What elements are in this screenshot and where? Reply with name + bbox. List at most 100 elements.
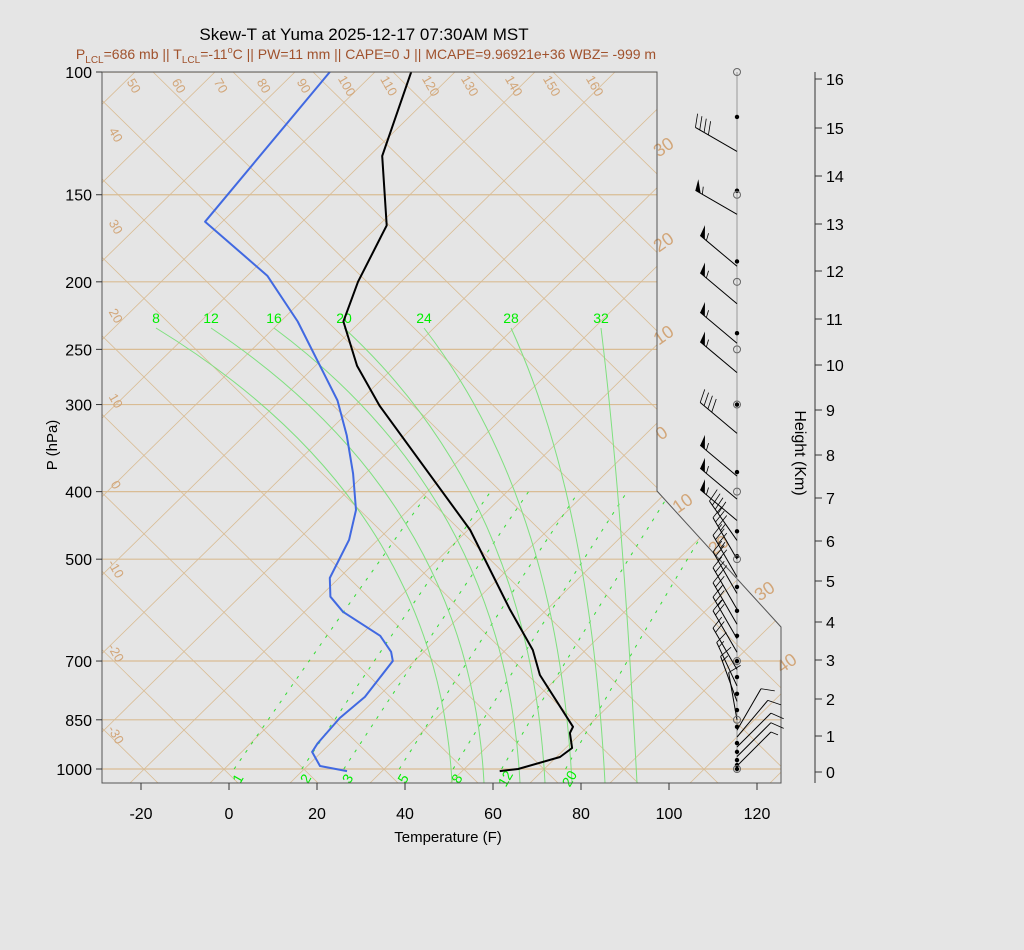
dry-adiabat-label: 160 bbox=[583, 73, 607, 99]
mixing-ratio-label: 1 bbox=[229, 771, 247, 786]
plot-frame bbox=[101, 71, 782, 784]
dry-adiabat-label: 140 bbox=[502, 73, 526, 99]
moist-adiabat-line bbox=[600, 327, 638, 783]
dry-adiabat-label: 60 bbox=[169, 76, 189, 96]
isotherm-line bbox=[209, 72, 781, 783]
moist-adiabat-line bbox=[423, 327, 573, 783]
wind-barb-full bbox=[712, 493, 721, 506]
wind-barb bbox=[699, 479, 738, 521]
wind-level-dot bbox=[734, 658, 740, 664]
wind-barb bbox=[736, 731, 779, 767]
wind-barbs bbox=[695, 68, 784, 773]
isotherm-line bbox=[102, 72, 456, 783]
wind-barb-half bbox=[720, 524, 726, 531]
isotherm-label: 0 bbox=[652, 422, 672, 444]
pressure-tick-label: 700 bbox=[65, 654, 92, 671]
temperature-tick-label: 40 bbox=[396, 806, 414, 823]
temperature-tick-label: 60 bbox=[484, 806, 502, 823]
wind-barb-pennant bbox=[700, 262, 706, 277]
height-axis-label: Height (Km) bbox=[791, 410, 808, 495]
wind-barb bbox=[709, 489, 738, 541]
dry-adiabat-line bbox=[102, 72, 781, 783]
height-tick-label: 2 bbox=[826, 692, 835, 709]
wind-barb-staff bbox=[736, 722, 772, 757]
wind-barb bbox=[712, 616, 738, 670]
temperature-tick-label: 80 bbox=[572, 806, 590, 823]
dry-adiabat-line bbox=[102, 72, 479, 783]
wind-level-dot bbox=[734, 674, 740, 680]
pressure-tick-label: 300 bbox=[65, 398, 92, 415]
mandatory-level-circle bbox=[733, 68, 741, 76]
moist-adiabat-line bbox=[210, 327, 485, 783]
mixing-ratio-label: 5 bbox=[394, 771, 412, 786]
isotherm-label: 40 bbox=[773, 649, 801, 677]
wind-barb-staff bbox=[699, 444, 738, 477]
isotherm-line bbox=[369, 72, 781, 783]
height-tick-label: 3 bbox=[826, 653, 835, 670]
height-tick-label: 1 bbox=[826, 729, 835, 746]
wind-barb-full bbox=[707, 395, 713, 410]
wind-level-dot bbox=[734, 330, 740, 336]
wind-barb-staff bbox=[712, 582, 738, 625]
wind-barb-full bbox=[715, 560, 725, 573]
wind-barb-full bbox=[715, 545, 725, 557]
wind-barb-half bbox=[718, 641, 725, 648]
wind-barb-full bbox=[715, 603, 725, 616]
moist-adiabat-line bbox=[273, 327, 521, 783]
height-tick-label: 8 bbox=[826, 448, 835, 465]
wind-level-dot bbox=[734, 724, 740, 730]
wind-barb-staff bbox=[699, 341, 738, 374]
height-tick-label: 0 bbox=[826, 765, 835, 782]
wind-barb-full bbox=[712, 524, 723, 536]
wind-barb-full bbox=[770, 712, 784, 720]
height-tick-label: 13 bbox=[826, 217, 844, 234]
pressure-tick-label: 500 bbox=[65, 552, 92, 569]
temperature-tick-label: 0 bbox=[225, 806, 234, 823]
wind-barb-full bbox=[767, 699, 782, 706]
y-axis-label: P (hPa) bbox=[44, 420, 61, 471]
pressure-tick-label: 200 bbox=[65, 275, 92, 292]
wind-barb-staff bbox=[699, 312, 738, 344]
wind-barb-staff bbox=[699, 235, 738, 267]
dry-adiabat-line bbox=[102, 72, 399, 783]
moist-adiabat-line bbox=[343, 327, 546, 783]
mixing-ratio-line bbox=[301, 491, 492, 770]
wind-barb-pennant bbox=[700, 302, 706, 317]
pressure-tick-label: 1000 bbox=[56, 762, 92, 779]
wind-barb-full bbox=[717, 515, 728, 527]
wind-barb-half bbox=[705, 442, 709, 451]
isotherm-line bbox=[102, 72, 776, 783]
wind-barb-full bbox=[712, 585, 723, 598]
wind-level-dot bbox=[734, 740, 740, 746]
wind-barb-full bbox=[708, 121, 711, 135]
wind-level-dot bbox=[734, 188, 740, 193]
dry-adiabat-label: 50 bbox=[124, 76, 144, 96]
wind-barb-full bbox=[715, 510, 725, 523]
dry-adiabat-line bbox=[392, 72, 781, 783]
wind-barb bbox=[720, 646, 738, 702]
wind-barb-half bbox=[705, 465, 709, 474]
wind-barb bbox=[712, 556, 738, 610]
isotherm-line bbox=[1010, 72, 1024, 783]
isotherm-line bbox=[850, 72, 1024, 783]
wind-barb-staff bbox=[709, 500, 738, 541]
wind-barb-full bbox=[712, 506, 723, 518]
dry-adiabat-label: 120 bbox=[419, 73, 443, 99]
wind-barb-staff bbox=[712, 535, 738, 578]
wind-barb-full bbox=[699, 116, 703, 130]
chart-title: Skew-T at Yuma 2025-12-17 07:30AM MST bbox=[199, 25, 528, 44]
moist-adiabat-label: 28 bbox=[503, 310, 519, 326]
isotherm-line bbox=[102, 72, 296, 783]
wind-barb-full bbox=[695, 113, 698, 128]
wind-barb-full bbox=[717, 549, 728, 561]
wind-level-dot bbox=[734, 749, 740, 755]
isotherm-label: 20 bbox=[650, 228, 678, 256]
background-grid bbox=[102, 72, 1024, 783]
isotherm-label: 30 bbox=[650, 133, 678, 161]
wind-barb-full bbox=[760, 688, 775, 692]
height-tick-label: 11 bbox=[826, 312, 843, 329]
wind-barb bbox=[712, 524, 738, 578]
mandatory-level-circle bbox=[733, 190, 741, 199]
mandatory-level-circle bbox=[733, 277, 741, 286]
